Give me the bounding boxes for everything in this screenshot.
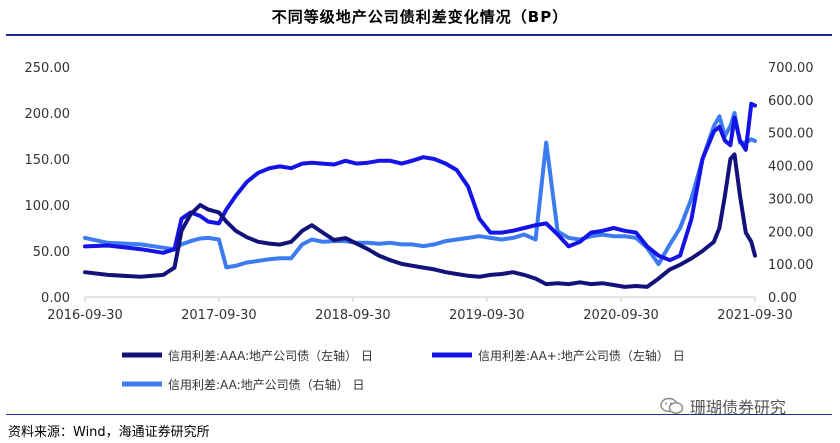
wechat-icon	[660, 397, 684, 414]
x-tick-label: 2020-09-30	[583, 308, 659, 323]
series-group	[83, 101, 757, 289]
x-tick-label: 2017-09-30	[181, 308, 257, 323]
chart-title: 不同等级地产公司债利差变化情况（BP）	[271, 8, 569, 26]
y-right-tick-label: 500.00	[768, 127, 814, 142]
legend-label: 信用利差:AAA:地产公司债（左轴） 日	[168, 348, 373, 363]
series-line-0	[83, 152, 757, 289]
x-tick-label: 2018-09-30	[315, 308, 391, 323]
y-right-tick-label: 600.00	[768, 94, 814, 109]
series-line-2	[83, 111, 757, 270]
y-right-tick-label: 700.00	[768, 61, 814, 76]
y-right-tick-label: 400.00	[768, 160, 814, 175]
x-tick-label: 2021-09-30	[717, 308, 793, 323]
y-left-tick-label: 150.00	[25, 153, 71, 168]
source-rule	[6, 414, 832, 415]
title-top-rule	[6, 34, 832, 36]
y-right-tick-label: 100.00	[768, 258, 814, 273]
legend-label: 信用利差:AA+:地产公司债（左轴） 日	[478, 348, 685, 363]
legend: 信用利差:AAA:地产公司债（左轴） 日 信用利差:AA+:地产公司债（左轴） 日…	[122, 348, 685, 392]
y-left-tick-label: 200.00	[25, 107, 71, 122]
axes-group: 2016-09-30 2017-09-30 2018-09-30 2019-09-30…	[25, 61, 814, 323]
source-note: 资料来源：Wind，海通证券研究所	[8, 425, 210, 440]
y-right-tick-label: 200.00	[768, 225, 814, 240]
y-left-tick-label: 0.00	[41, 291, 70, 306]
line-chart: 2016-09-30 2017-09-30 2018-09-30 2019-09-30…	[25, 61, 814, 392]
series-line-1	[83, 101, 757, 263]
wechat-watermark: 珊瑚债券研究	[660, 394, 786, 418]
x-tick-label: 2016-09-30	[47, 308, 123, 323]
y-right-tick-label: 0.00	[768, 291, 797, 306]
legend-label: 信用利差:AA:地产公司债（右轴） 日	[168, 377, 364, 392]
x-tick-label: 2019-09-30	[449, 308, 525, 323]
y-left-tick-label: 50.00	[33, 245, 70, 260]
y-right-tick-label: 300.00	[768, 192, 814, 207]
y-left-tick-label: 100.00	[25, 199, 71, 214]
watermark-text: 珊瑚债券研究	[690, 398, 787, 417]
y-left-tick-label: 250.00	[25, 61, 71, 76]
